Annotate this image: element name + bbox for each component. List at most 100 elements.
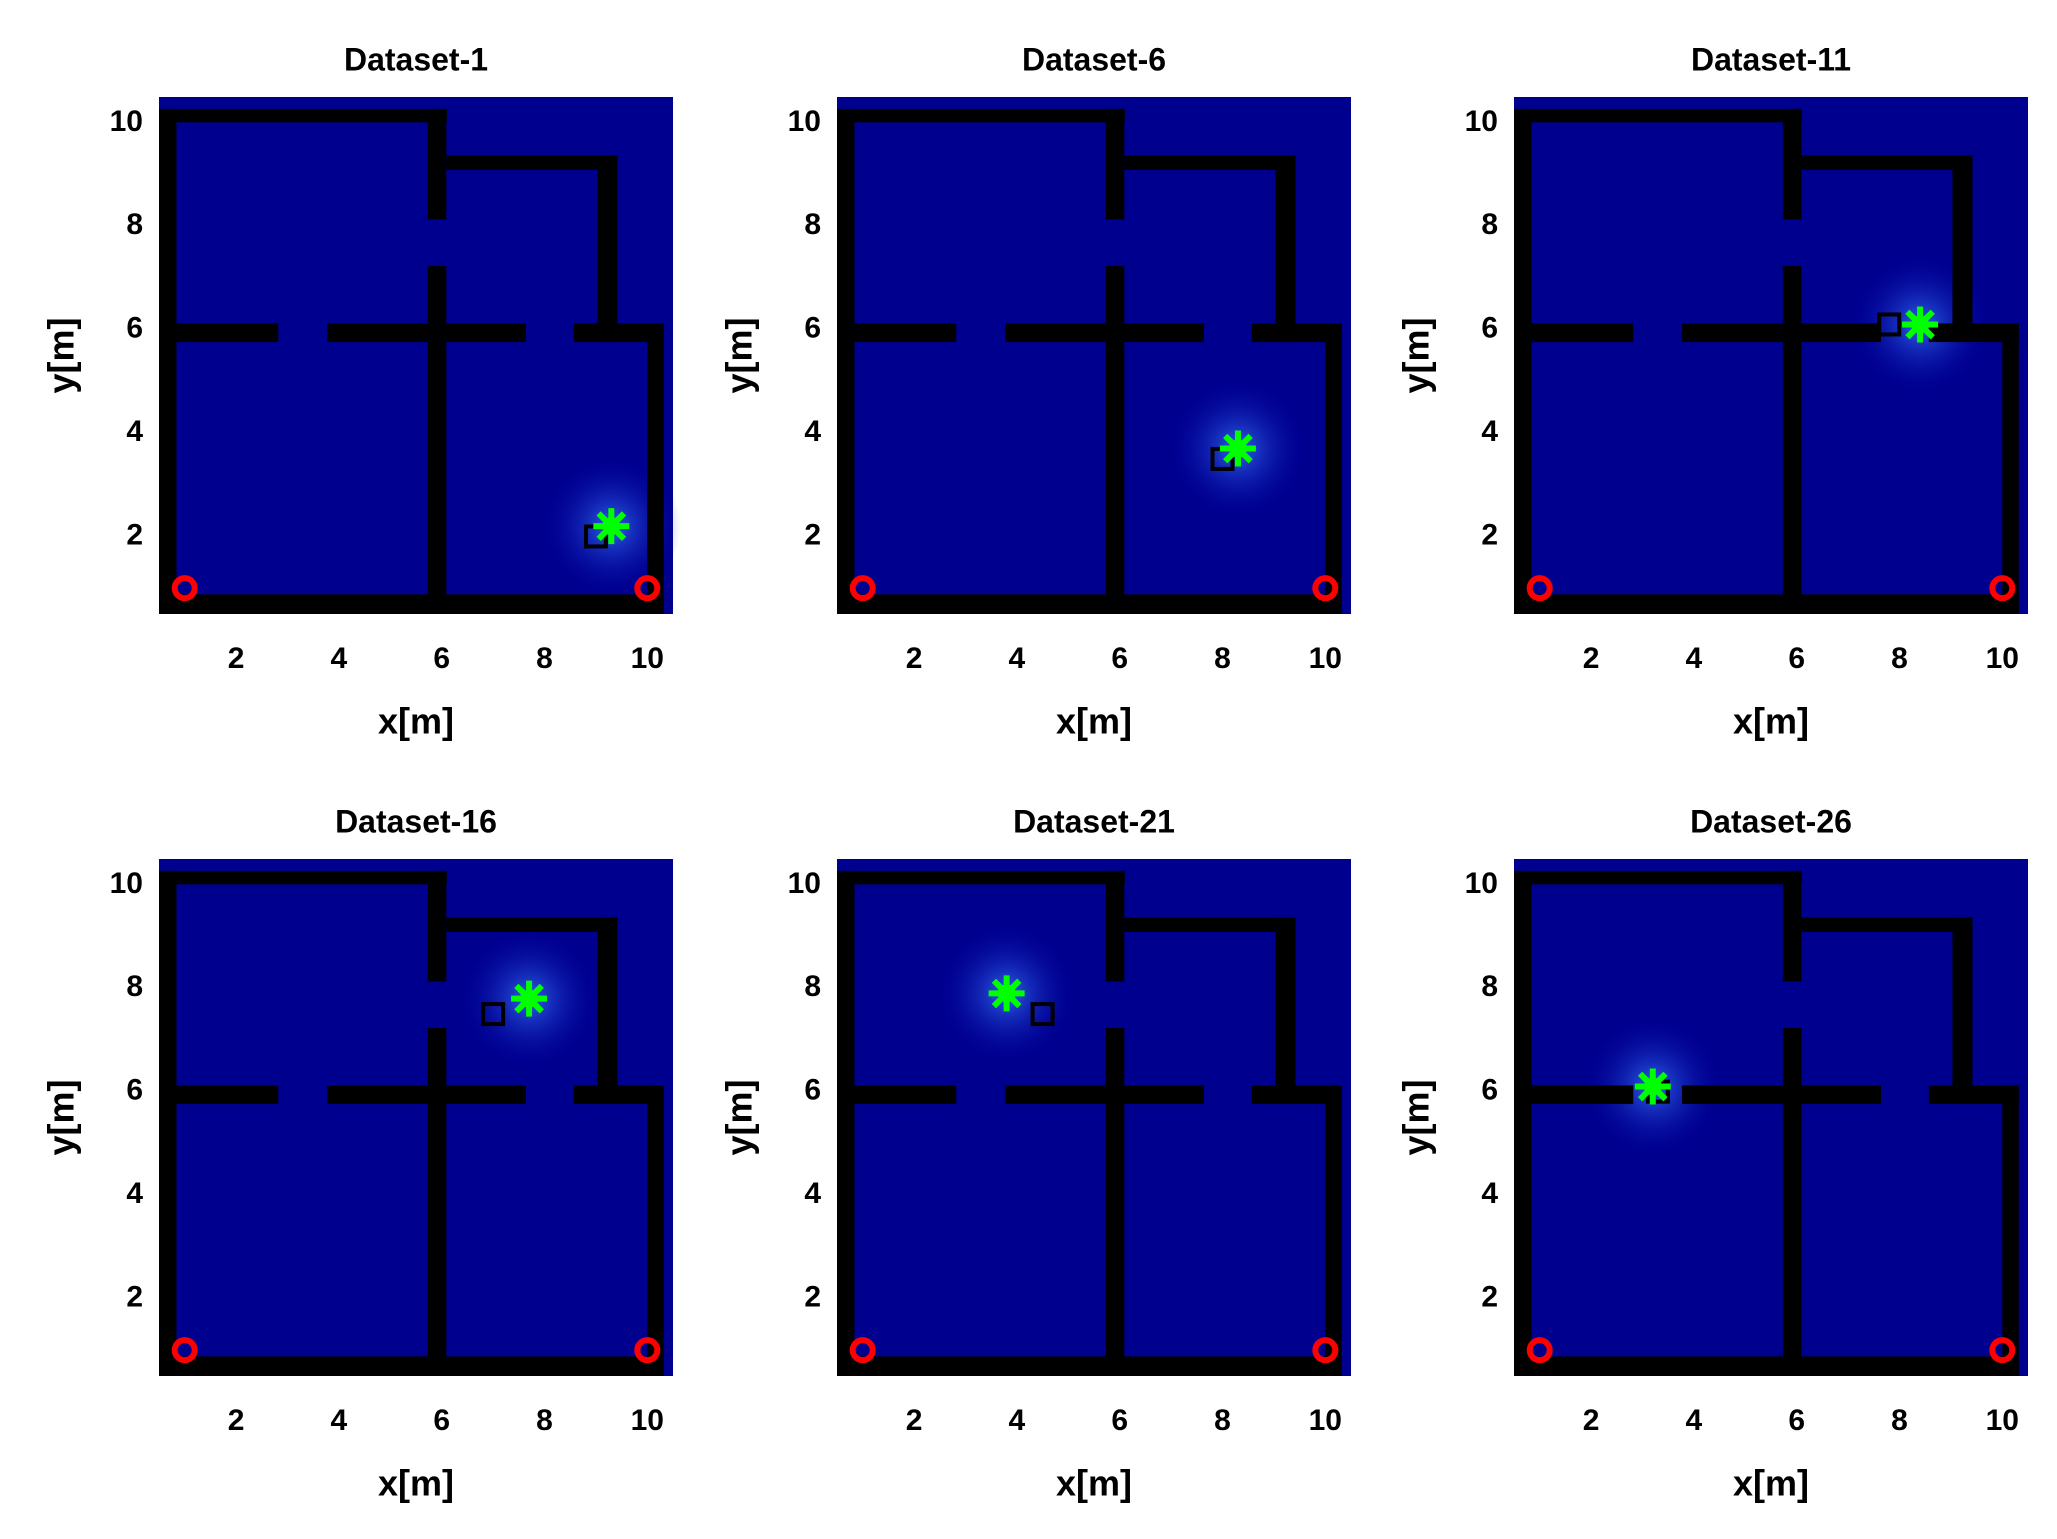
wall bbox=[1251, 323, 1342, 343]
wall bbox=[1952, 917, 1973, 1105]
y-tick-label: 8 bbox=[1481, 970, 1498, 1003]
x-tick-label: 10 bbox=[631, 1404, 664, 1437]
y-tick-label: 2 bbox=[804, 1280, 821, 1313]
anchor bbox=[634, 575, 661, 602]
subplot: Dataset-16 x[m] y[m] 2 4 6 8 10 2 4 6 8 10 bbox=[41, 803, 673, 1504]
x-tick-label: 8 bbox=[536, 642, 553, 675]
wall bbox=[427, 870, 447, 982]
wall bbox=[1275, 155, 1296, 343]
y-tick-label: 6 bbox=[1481, 312, 1498, 345]
subplot-title: Dataset-11 bbox=[1691, 41, 1851, 77]
wall bbox=[597, 155, 618, 343]
y-axis-label: y[m] bbox=[1396, 1079, 1437, 1155]
wall bbox=[159, 870, 447, 885]
y-tick-label: 4 bbox=[1481, 415, 1498, 448]
heatmap-background bbox=[159, 859, 673, 1376]
wall bbox=[1005, 1085, 1204, 1105]
y-axis-label: y[m] bbox=[719, 1079, 760, 1155]
y-tick-label: 2 bbox=[1481, 518, 1498, 551]
wall bbox=[1105, 1028, 1125, 1376]
y-tick-label: 8 bbox=[804, 970, 821, 1003]
wall bbox=[1682, 323, 1881, 343]
x-tick-label: 2 bbox=[228, 642, 245, 675]
x-tick-label: 6 bbox=[433, 642, 450, 675]
y-tick-label: 8 bbox=[126, 970, 143, 1003]
wall bbox=[837, 1085, 957, 1105]
wall bbox=[1682, 1085, 1881, 1105]
wall bbox=[1325, 1085, 1342, 1376]
subplot-title: Dataset-1 bbox=[344, 41, 488, 77]
wall bbox=[1124, 917, 1296, 932]
wall bbox=[647, 1085, 664, 1376]
wall bbox=[837, 108, 1125, 123]
y-axis-label: y[m] bbox=[1396, 317, 1437, 393]
anchor bbox=[1526, 1337, 1553, 1364]
wall bbox=[837, 1356, 1342, 1376]
y-axis-label: y[m] bbox=[719, 317, 760, 393]
x-tick-label: 2 bbox=[228, 1404, 245, 1437]
wall bbox=[1782, 870, 1802, 982]
wall bbox=[159, 1356, 664, 1376]
wall bbox=[1928, 1085, 2019, 1105]
wall bbox=[2002, 1085, 2019, 1376]
anchor bbox=[1312, 575, 1339, 602]
estimated-core bbox=[520, 989, 539, 1008]
wall bbox=[1514, 870, 1802, 885]
x-tick-label: 6 bbox=[433, 1404, 450, 1437]
wall bbox=[1801, 917, 1973, 932]
wall bbox=[327, 1085, 526, 1105]
estimated-core bbox=[602, 517, 621, 536]
anchor bbox=[849, 1337, 876, 1364]
y-tick-label: 10 bbox=[110, 867, 143, 900]
x-tick-label: 2 bbox=[906, 1404, 923, 1437]
wall bbox=[837, 594, 1342, 614]
x-tick-label: 8 bbox=[1214, 1404, 1231, 1437]
x-tick-label: 4 bbox=[1686, 1404, 1703, 1437]
wall bbox=[159, 870, 177, 1376]
subplot: Dataset-21 x[m] y[m] 2 4 6 8 10 2 4 6 8 10 bbox=[719, 803, 1351, 1504]
estimated-core bbox=[1228, 439, 1247, 458]
estimated-core bbox=[1643, 1077, 1662, 1096]
wall bbox=[597, 917, 618, 1105]
y-tick-label: 4 bbox=[126, 1177, 143, 1210]
wall bbox=[1782, 108, 1802, 220]
y-tick-label: 4 bbox=[1481, 1177, 1498, 1210]
x-tick-label: 8 bbox=[1891, 1404, 1908, 1437]
anchor bbox=[1312, 1337, 1339, 1364]
y-axis-label: y[m] bbox=[41, 317, 82, 393]
y-tick-label: 10 bbox=[788, 105, 821, 138]
x-axis-label: x[m] bbox=[1056, 1463, 1132, 1504]
true-position bbox=[1030, 1002, 1055, 1027]
x-axis-label: x[m] bbox=[1733, 701, 1809, 742]
wall bbox=[427, 266, 447, 614]
wall bbox=[1514, 870, 1532, 1376]
y-tick-label: 2 bbox=[1481, 1280, 1498, 1313]
x-tick-label: 10 bbox=[631, 642, 664, 675]
y-tick-label: 2 bbox=[126, 518, 143, 551]
wall bbox=[647, 323, 664, 614]
wall bbox=[446, 917, 618, 932]
heatmap-background bbox=[837, 97, 1351, 614]
y-tick-label: 6 bbox=[804, 1074, 821, 1107]
wall bbox=[1782, 1028, 1802, 1376]
wall bbox=[1105, 266, 1125, 614]
x-axis-label: x[m] bbox=[1056, 701, 1132, 742]
x-tick-label: 8 bbox=[1891, 642, 1908, 675]
y-tick-label: 4 bbox=[804, 415, 821, 448]
y-tick-label: 8 bbox=[804, 208, 821, 241]
anchor bbox=[171, 575, 198, 602]
x-tick-label: 4 bbox=[331, 1404, 348, 1437]
y-tick-label: 2 bbox=[804, 518, 821, 551]
y-axis-label: y[m] bbox=[41, 1079, 82, 1155]
wall bbox=[159, 1085, 279, 1105]
anchor bbox=[1526, 575, 1553, 602]
x-tick-label: 4 bbox=[331, 642, 348, 675]
anchor bbox=[171, 1337, 198, 1364]
wall bbox=[1124, 155, 1296, 170]
wall bbox=[159, 108, 177, 615]
wall bbox=[1514, 108, 1532, 615]
y-tick-label: 10 bbox=[1465, 105, 1498, 138]
wall bbox=[837, 870, 855, 1376]
subplot-title: Dataset-16 bbox=[335, 803, 497, 839]
wall bbox=[1275, 917, 1296, 1105]
